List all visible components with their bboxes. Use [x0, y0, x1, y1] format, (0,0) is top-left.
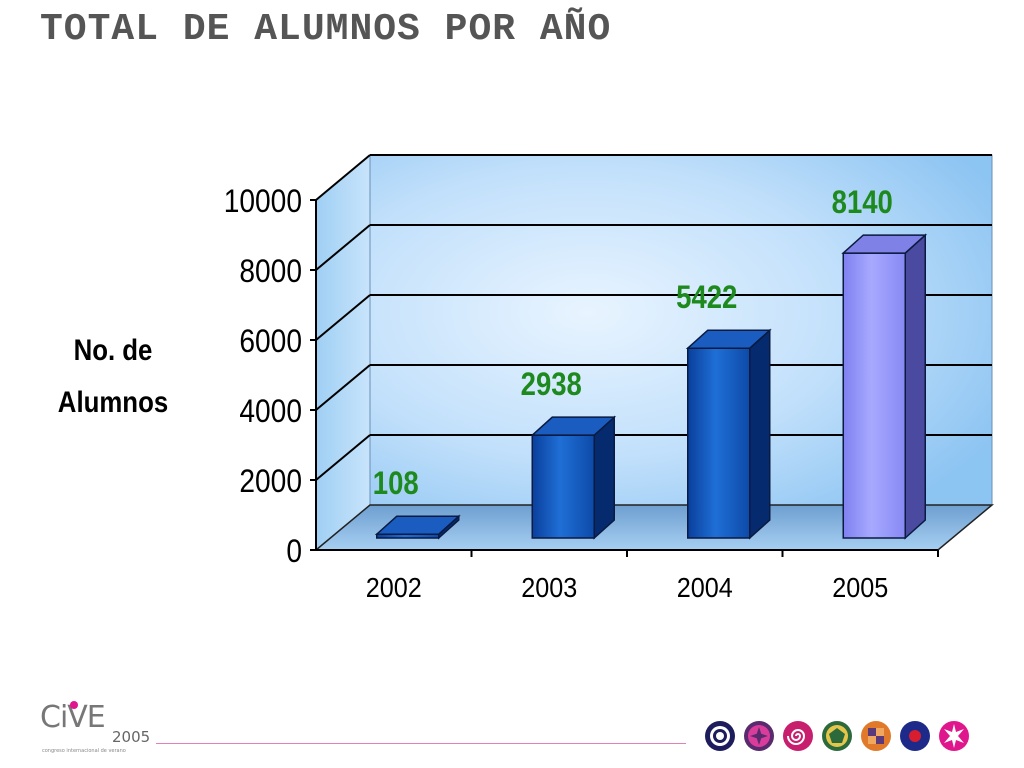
logo-dot	[70, 701, 78, 709]
pentagon-icon	[822, 721, 852, 751]
bar-front-2004	[687, 347, 751, 539]
logo-tagline: congreso internacional de verano	[42, 748, 126, 754]
dot-icon	[900, 721, 930, 751]
footer-icon-row	[704, 720, 970, 752]
y-tick-label: 6000	[239, 324, 302, 359]
bar-side-2004	[749, 328, 771, 540]
target-icon	[705, 721, 735, 751]
gridline-side	[315, 224, 371, 271]
bar-side-2005	[904, 233, 926, 540]
bar-chart: 0 2000 4000 6000 8000 10000 108 2002 2938 2003 542…	[224, 153, 995, 604]
bar-top-2005	[841, 234, 928, 254]
footer-logo: CiVE 2005 congreso internacional de vera…	[40, 700, 180, 760]
gridline-side	[315, 364, 371, 411]
y-tick-label: 0	[286, 534, 302, 569]
x-tick-label-2002: 2002	[366, 572, 422, 604]
gridline-side	[315, 294, 371, 341]
side-wall	[315, 153, 371, 552]
logo-year: 2005	[112, 728, 151, 746]
x-tick-label-2003: 2003	[521, 572, 577, 604]
data-label-2005: 8140	[832, 185, 893, 220]
x-tick-label-2005: 2005	[832, 572, 888, 604]
bar-front-2005	[842, 252, 906, 539]
footer-divider	[156, 743, 686, 744]
bar-2004	[685, 328, 772, 540]
bar-front-2003	[531, 434, 595, 539]
y-tick-label: 4000	[239, 394, 302, 429]
y-axis-label-line-1: No. de	[73, 334, 153, 367]
star-icon	[939, 721, 969, 751]
gridline-side	[315, 434, 371, 481]
bar-top-2003	[530, 416, 617, 436]
data-label-2003: 2938	[521, 367, 582, 402]
y-tick-label: 2000	[239, 464, 302, 499]
bar-top-2004	[685, 329, 772, 349]
y-axis-label-line-2: Alumnos	[57, 386, 169, 419]
gridline-side	[315, 154, 371, 201]
bar-top-2002	[374, 515, 461, 535]
flower-icon	[744, 721, 774, 751]
spiral-icon	[783, 721, 813, 751]
x-tick-label-2004: 2004	[677, 572, 733, 604]
bar-2005	[841, 233, 928, 540]
bar-2002	[374, 514, 461, 540]
y-tick-label: 10000	[224, 184, 302, 219]
bar-side-2003	[593, 415, 615, 540]
checker-icon	[861, 721, 891, 751]
y-axis-label: No. de Alumnos	[42, 325, 185, 429]
page-title: TOTAL DE ALUMNOS POR AÑO	[40, 8, 612, 51]
bar-2003	[530, 415, 617, 540]
data-label-2004: 5422	[676, 280, 737, 315]
y-tick-label: 8000	[239, 254, 302, 289]
data-label-2002: 108	[373, 466, 419, 501]
